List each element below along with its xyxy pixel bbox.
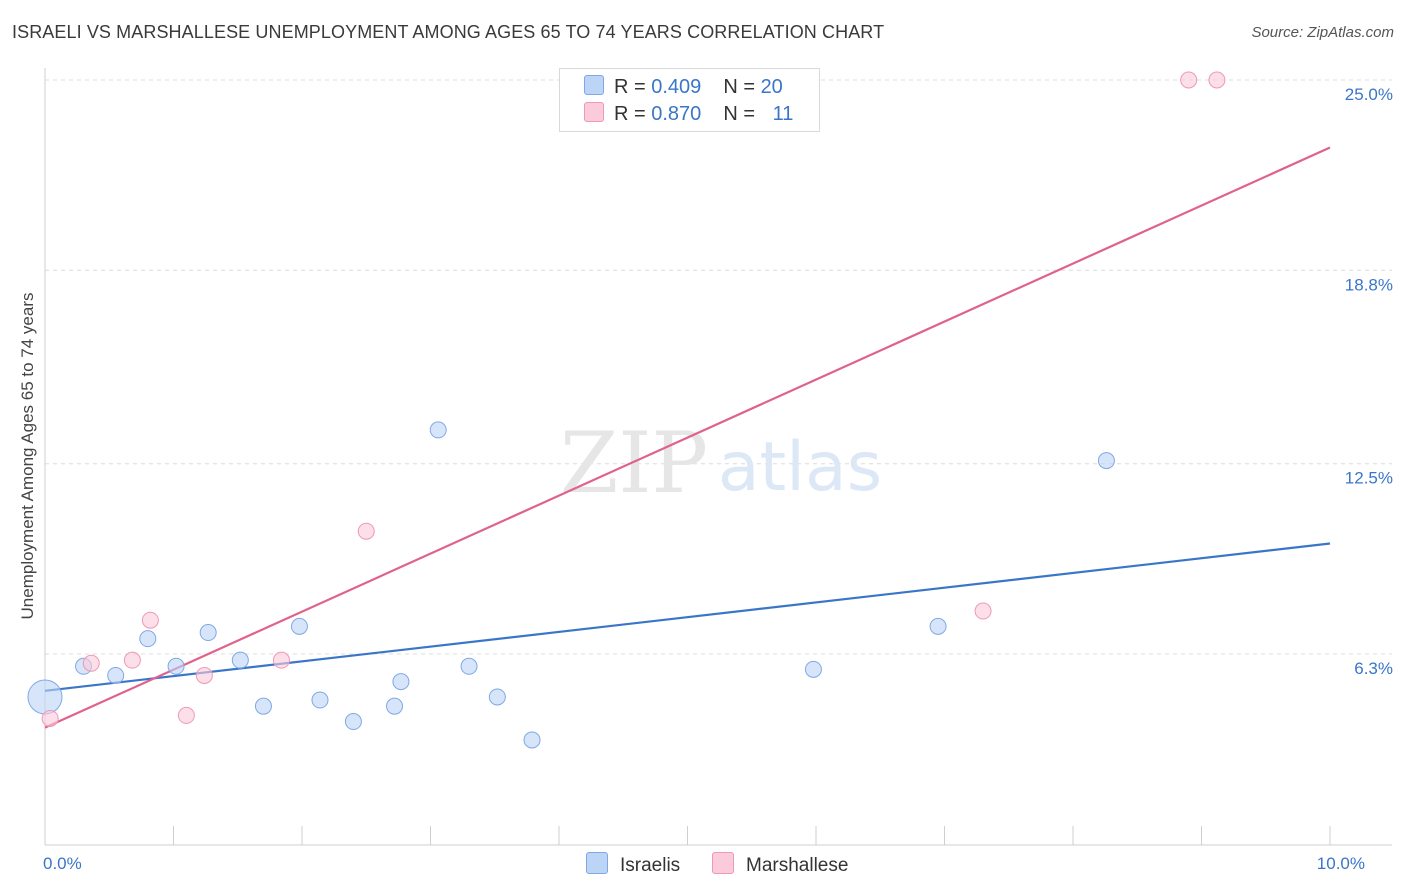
israelis-point[interactable] [344, 713, 362, 731]
marshallese-legend-label: Marshallese [746, 855, 849, 876]
israelis-point[interactable] [386, 697, 404, 715]
israelis-point[interactable] [254, 697, 272, 715]
legend-item-israelis[interactable]: Israelis [586, 852, 680, 877]
r-label: R = [614, 76, 652, 98]
gridlines [45, 79, 1392, 655]
marshallese-point[interactable] [1208, 71, 1226, 89]
n-label: N = [723, 103, 761, 125]
y-tick-label: 12.5% [1345, 469, 1393, 488]
n-label: N = [723, 76, 761, 98]
israelis-point[interactable] [231, 651, 249, 669]
israelis-point[interactable] [199, 624, 217, 642]
trend-lines [44, 146, 1331, 729]
marshallese-point[interactable] [177, 706, 195, 724]
watermark-atlas: atlas [718, 428, 882, 507]
marshallese-point[interactable] [141, 611, 159, 629]
israelis-swatch [584, 75, 604, 95]
israelis-point[interactable] [139, 630, 157, 648]
legend-row-marshallese: R = 0.870 N = 11 [584, 102, 793, 126]
israelis-point[interactable] [804, 660, 822, 678]
israelis-point[interactable] [460, 657, 478, 675]
x-tick-label: 10.0% [1317, 854, 1365, 873]
marshallese-point[interactable] [357, 522, 375, 540]
watermark-zip: ZIP [560, 414, 708, 512]
marshallese-point[interactable] [1180, 71, 1198, 89]
axes [44, 68, 1392, 846]
marshallese-swatch [584, 102, 604, 122]
marshallese-legend-swatch [712, 852, 734, 874]
r-value-marshallese: 0.870 [651, 103, 702, 125]
stats-legend: R = 0.409 N = 20 R = 0.870 N = 11 [559, 68, 820, 132]
n-value-israelis: 20 [760, 76, 783, 98]
israelis-legend-swatch [586, 852, 608, 874]
israelis-point[interactable] [523, 731, 541, 749]
n-value-marshallese: 11 [772, 103, 794, 125]
israelis-point[interactable] [429, 421, 447, 439]
r-label: R = [614, 103, 652, 125]
marshallese-point[interactable] [272, 651, 290, 669]
marshallese-point[interactable] [974, 602, 992, 620]
data-points [27, 71, 1226, 749]
israelis-point[interactable] [107, 666, 125, 684]
israelis-point[interactable] [1097, 452, 1115, 470]
y-tick-label: 25.0% [1345, 85, 1393, 104]
marshallese-point[interactable] [195, 666, 213, 684]
marshallese-point[interactable] [82, 654, 100, 672]
israelis-point[interactable] [392, 673, 410, 691]
chart-title: ISRAELI VS MARSHALLESE UNEMPLOYMENT AMON… [12, 22, 885, 42]
legend-row-israelis: R = 0.409 N = 20 [584, 75, 783, 99]
x-tick-label: 0.0% [43, 854, 82, 873]
israelis-trend-line [44, 542, 1331, 692]
israelis-point[interactable] [167, 657, 185, 675]
israelis-point[interactable] [929, 617, 947, 635]
israelis-legend-label: Israelis [620, 855, 681, 876]
marshallese-point[interactable] [123, 651, 141, 669]
israelis-point[interactable] [27, 679, 63, 715]
r-value-israelis: 0.409 [651, 76, 702, 98]
y-tick-label: 6.3% [1354, 659, 1393, 678]
israelis-point[interactable] [290, 617, 308, 635]
marshallese-point[interactable] [41, 709, 59, 727]
legend-item-marshallese[interactable]: Marshallese [712, 852, 848, 877]
y-tick-label: 18.8% [1345, 275, 1393, 294]
tick-labels: 6.3% 12.5% 18.8% 25.0% 0.0% 10.0% [43, 85, 1393, 873]
israelis-point[interactable] [488, 688, 506, 706]
israelis-point[interactable] [311, 691, 329, 709]
source-credit: Source: ZipAtlas.com [1251, 24, 1394, 41]
marshallese-trend-line [44, 146, 1331, 729]
